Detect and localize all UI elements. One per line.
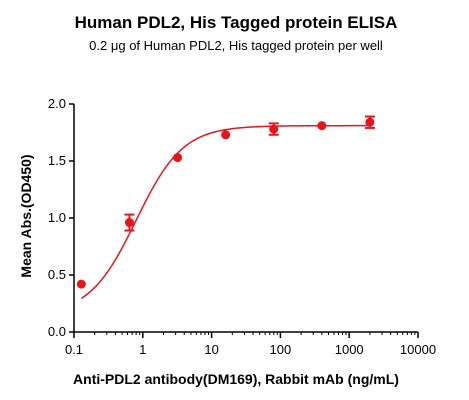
fit-curve-layer	[80, 124, 370, 299]
data-point	[124, 218, 134, 228]
data-point	[221, 130, 231, 140]
subtitle-prefix: 0.2	[89, 38, 111, 53]
subtitle-unit: μg	[111, 38, 126, 53]
y-tick-label: 2.0	[48, 96, 66, 111]
x-tick-label: 100	[270, 342, 292, 357]
x-tick-label: 10	[204, 342, 218, 357]
y-axis-label: Mean Abs.(OD450)	[18, 154, 34, 277]
x-axis-label: Anti-PDL2 antibody(DM169), Rabbit mAb (n…	[73, 371, 399, 387]
x-tick-label: 0.1	[65, 342, 83, 357]
x-tick-label: 10000	[400, 342, 436, 357]
chart-title: Human PDL2, His Tagged protein ELISA	[75, 13, 398, 32]
x-tick-label: 1000	[335, 342, 364, 357]
data-point	[76, 279, 86, 289]
data-point	[365, 117, 375, 127]
subtitle-suffix: of Human PDL2, His tagged protein per we…	[126, 38, 383, 53]
y-tick-label: 0.5	[48, 267, 66, 282]
chart-subtitle: 0.2 μg of Human PDL2, His tagged protein…	[89, 38, 383, 53]
axes: 0.0 0.5 1.0 1.5 2.0 0.1 1 10 100 1000 10000	[48, 96, 436, 357]
data-points-layer	[76, 115, 375, 289]
y-tick-label: 1.0	[48, 210, 66, 225]
data-point	[269, 124, 279, 134]
y-tick-label: 0.0	[48, 324, 66, 339]
x-tick-label: 1	[139, 342, 146, 357]
data-point	[317, 121, 327, 131]
data-point	[173, 153, 183, 163]
y-tick-label: 1.5	[48, 153, 66, 168]
fit-curve	[80, 124, 370, 299]
